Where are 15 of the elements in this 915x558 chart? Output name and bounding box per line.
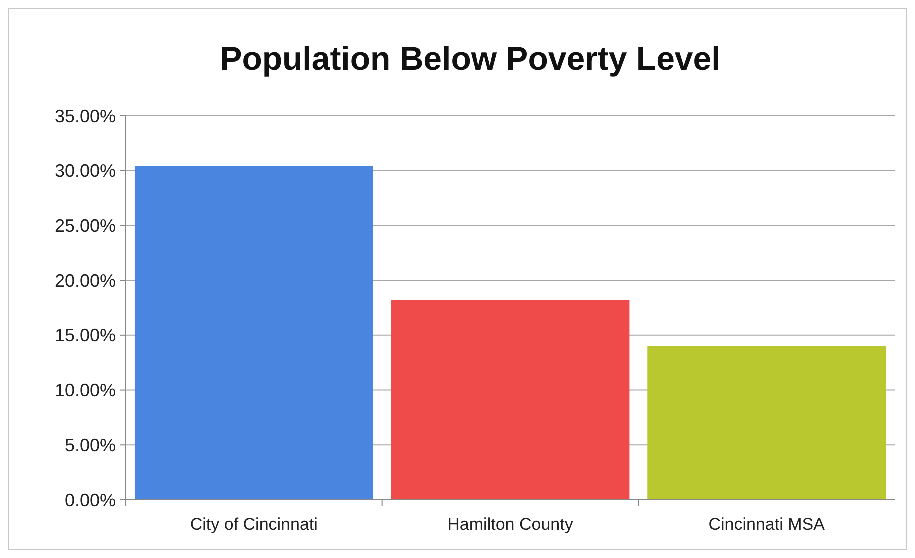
bar [134,166,374,500]
x-tick-label: Cincinnati MSA [708,515,826,534]
y-tick-label: 0.00% [64,490,116,510]
bar [648,346,886,500]
x-tick-label: Hamilton County [448,515,574,534]
x-tick-label: City of Cincinnati [190,515,318,534]
y-tick-label: 5.00% [64,435,116,456]
y-tick-label: 15.00% [54,326,116,346]
y-tick-label: 30.00% [54,161,116,182]
y-tick-label: 35.00% [54,106,116,126]
chart-title: Population Below Poverty Level [220,40,721,77]
bar [391,300,630,500]
y-tick-label: 20.00% [54,270,116,291]
y-tick-label: 10.00% [54,380,116,401]
y-tick-label: 25.00% [54,216,116,236]
